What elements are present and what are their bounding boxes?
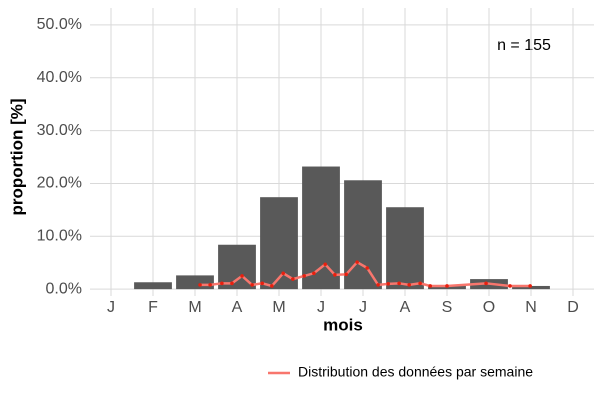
point — [281, 271, 286, 276]
point — [355, 260, 359, 264]
x-tick-label: J — [107, 299, 115, 316]
y-tick-label: 50.0% — [37, 16, 82, 33]
y-tick-label: 10.0% — [37, 228, 82, 245]
point — [508, 284, 512, 288]
point — [528, 284, 532, 288]
point — [291, 277, 295, 281]
x-tick-label: D — [567, 299, 579, 316]
point — [418, 281, 422, 286]
point — [445, 284, 449, 288]
y-tick-label: 30.0% — [37, 122, 82, 139]
bar — [344, 180, 382, 290]
point — [333, 273, 337, 277]
point — [220, 281, 224, 286]
x-axis-title: mois — [323, 315, 363, 334]
point — [302, 274, 307, 278]
point — [240, 274, 244, 278]
point — [376, 283, 380, 287]
x-tick-label: O — [483, 299, 495, 316]
x-tick-label: M — [188, 299, 201, 316]
point — [312, 271, 316, 276]
point — [208, 283, 212, 287]
x-tick-label: M — [272, 299, 285, 316]
point — [407, 283, 412, 287]
bar — [176, 275, 214, 290]
bar — [134, 282, 172, 290]
bar — [302, 166, 340, 290]
y-tick-label: 20.0% — [37, 175, 82, 192]
point — [344, 272, 349, 277]
point — [365, 266, 370, 270]
annotation: n = 155 — [497, 37, 551, 54]
bar — [260, 197, 298, 290]
bar — [386, 207, 424, 290]
legend-label: Distribution des données par semaine — [298, 364, 533, 380]
point — [230, 281, 234, 286]
point — [484, 281, 488, 286]
x-tick-label: S — [442, 299, 453, 316]
x-tick-label: F — [148, 299, 158, 316]
point — [270, 284, 274, 288]
x-tick-label: J — [317, 299, 325, 316]
y-tick-label: 0.0% — [46, 280, 82, 297]
x-tick-label: N — [525, 299, 537, 316]
point — [323, 262, 328, 267]
x-tick-label: A — [232, 299, 243, 316]
point — [386, 282, 391, 286]
x-tick-label: J — [359, 299, 367, 316]
point — [198, 283, 202, 287]
x-tick-label: A — [400, 299, 411, 316]
point — [428, 284, 433, 288]
y-tick-label: 40.0% — [37, 69, 82, 86]
point — [397, 281, 401, 286]
point — [260, 281, 265, 286]
y-axis-title: proportion [%] — [7, 98, 26, 215]
point — [250, 283, 254, 287]
